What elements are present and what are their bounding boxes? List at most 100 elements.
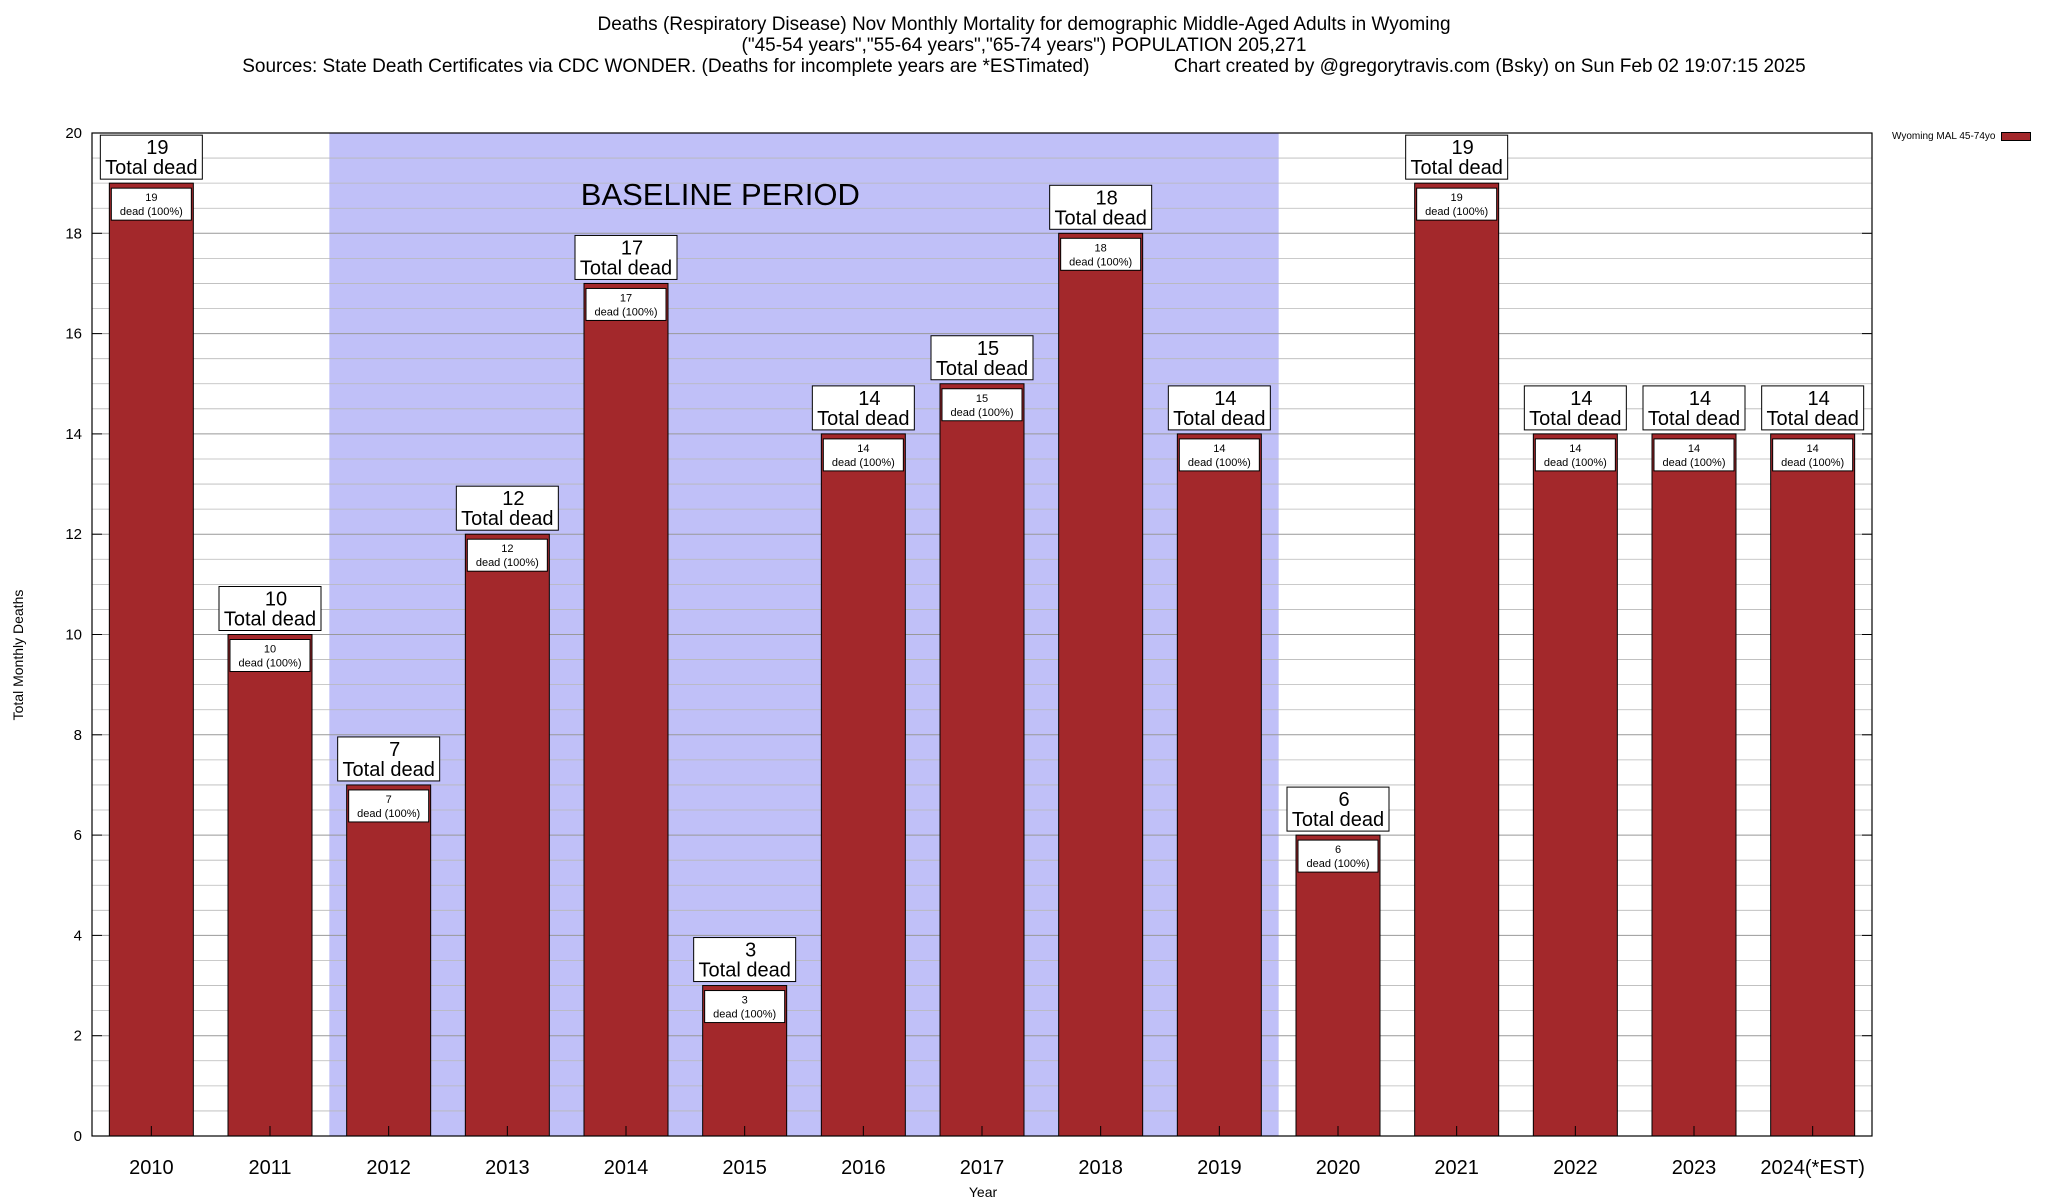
bar: [464, 533, 550, 1137]
bar-top-label-box: [99, 134, 203, 180]
bar: [1295, 834, 1381, 1137]
x-axis-label: Year: [968, 1184, 998, 1200]
annotation-baseline-period: BASELINE PERIOD: [581, 177, 860, 212]
chart-subtitle-sources: Sources: State Death Certificates via CD…: [242, 56, 1806, 77]
bar-top-value: 14: [1214, 388, 1236, 410]
y-tick-label: 0: [74, 1128, 82, 1145]
bar-top-label-box: [1405, 134, 1509, 180]
x-tick-label: 2014: [604, 1157, 649, 1179]
x-tick-label: 2011: [248, 1157, 291, 1179]
bar-top-label-box: [1642, 385, 1746, 431]
bar-inner-percent: dead (100%): [595, 306, 658, 318]
bar-top-caption: Total dead: [580, 257, 672, 279]
bar-inner-value: 14: [1807, 443, 1819, 455]
bar-inner-label-box: [704, 990, 786, 1024]
bar-inner-percent: dead (100%): [239, 658, 302, 670]
bar-top-value: 14: [858, 388, 880, 410]
bar-top-caption: Total dead: [1292, 809, 1384, 831]
bar-top-value: 19: [1452, 137, 1474, 159]
x-tick-label: 2018: [1078, 1157, 1123, 1179]
bar-inner-label-box: [941, 388, 1023, 422]
bar-inner-value: 14: [857, 443, 869, 455]
bar-inner-label-box: [229, 639, 311, 672]
bar-inner-value: 18: [1095, 242, 1107, 254]
bar-top-caption: Total dead: [1055, 207, 1147, 229]
bar-top-label-box: [811, 385, 915, 431]
y-tick-label: 20: [65, 125, 82, 142]
x-tick-label: 2010: [129, 1157, 174, 1179]
bar-inner-value: 14: [1688, 443, 1700, 455]
bar-top-value: 10: [265, 589, 287, 611]
bar-inner-value: 17: [620, 292, 632, 304]
bar-top-caption: Total dead: [343, 759, 435, 781]
bar-top-label-box: [1167, 385, 1271, 431]
bar-top-caption: Total dead: [936, 358, 1028, 380]
plot-border: [91, 132, 1873, 1137]
bar-top-label-box: [693, 937, 797, 983]
legend-swatch: [2001, 132, 2032, 141]
y-tick-label: 14: [65, 426, 82, 443]
x-tick-label: 2020: [1316, 1157, 1361, 1179]
bar-top-label-box: [930, 335, 1034, 381]
bar-top-label-box: [455, 485, 559, 531]
y-axis-label: Total Monthly Deaths: [10, 589, 26, 721]
x-tick-label: 2015: [722, 1157, 767, 1179]
bar-top-value: 14: [1570, 388, 1592, 410]
bar-inner-percent: dead (100%): [1188, 457, 1251, 469]
bar-top-label-box: [1049, 184, 1153, 230]
bar-top-label-box: [337, 736, 441, 782]
bar: [1176, 433, 1262, 1137]
x-tick-label: 2012: [366, 1157, 411, 1179]
bar-inner-label-box: [822, 438, 904, 472]
bar: [108, 182, 194, 1137]
bar-top-value: 15: [977, 338, 999, 360]
bar-top-caption: Total dead: [1411, 157, 1503, 179]
bar-inner-label-box: [1060, 237, 1142, 271]
bar-inner-percent: dead (100%): [1307, 858, 1370, 870]
bar-inner-value: 15: [976, 393, 988, 405]
x-tick-label: 2022: [1553, 1157, 1598, 1179]
bar-inner-percent: dead (100%): [120, 206, 183, 218]
bar: [939, 383, 1025, 1137]
bar-top-value: 19: [146, 137, 168, 159]
y-tick-label: 16: [65, 326, 82, 343]
bar: [1651, 433, 1737, 1137]
bar-top-label-box: [1761, 385, 1865, 431]
legend: Wyoming MAL 45-74yo: [1892, 131, 2032, 142]
bar-inner-percent: dead (100%): [951, 407, 1014, 419]
bar-inner-percent: dead (100%): [1425, 206, 1488, 218]
bar-top-value: 14: [1808, 388, 1830, 410]
bar-inner-label-box: [1416, 187, 1498, 221]
bar: [820, 433, 906, 1137]
bar-top-value: 17: [621, 237, 643, 259]
bar-inner-percent: dead (100%): [1069, 256, 1132, 268]
bar: [583, 282, 669, 1137]
bar-inner-value: 12: [501, 543, 513, 555]
bar-top-caption: Total dead: [461, 508, 553, 530]
bar-top-caption: Total dead: [1173, 408, 1265, 430]
chart-title: Deaths (Respiratory Disease) Nov Monthly…: [597, 14, 1451, 35]
bar-inner-label-box: [1178, 438, 1260, 472]
bar-top-label-box: [574, 234, 678, 280]
bar-inner-value: 19: [145, 192, 157, 204]
x-tick-label: 2013: [485, 1157, 530, 1179]
bar-top-caption: Total dead: [1648, 408, 1740, 430]
bar-top-value: 6: [1338, 789, 1349, 811]
bar-top-caption: Total dead: [699, 960, 791, 982]
bar: [1532, 433, 1618, 1137]
x-tick-label: 2024(*EST): [1760, 1157, 1865, 1179]
bar: [227, 634, 313, 1137]
chart-subtitle-ages: ("45-54 years","55-64 years","65-74 year…: [741, 35, 1307, 56]
bar-inner-percent: dead (100%): [832, 457, 895, 469]
bar-top-value: 3: [745, 940, 756, 962]
y-tick-label: 12: [65, 526, 82, 543]
y-tick-label: 10: [65, 627, 82, 644]
bar-inner-percent: dead (100%): [476, 557, 539, 569]
y-tick-label: 2: [74, 1028, 82, 1045]
bar-top-label-box: [218, 586, 322, 631]
bar-inner-percent: dead (100%): [713, 1009, 776, 1021]
bar: [1414, 182, 1500, 1137]
x-tick-label: 2017: [960, 1157, 1005, 1179]
y-tick-label: 18: [65, 225, 82, 242]
bar-inner-label-box: [585, 287, 667, 321]
